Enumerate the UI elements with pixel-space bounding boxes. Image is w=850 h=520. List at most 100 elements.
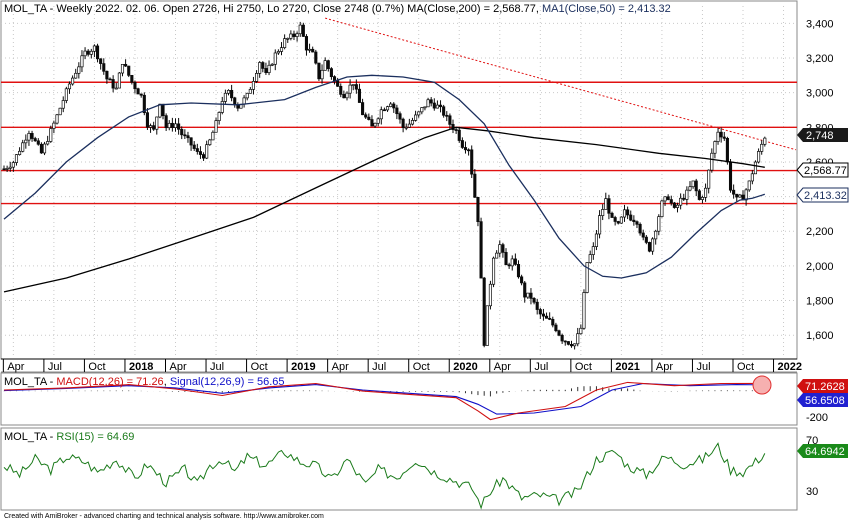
price-bar-body <box>354 84 358 90</box>
price-bar-body <box>385 106 390 111</box>
price-bar-body <box>423 106 427 109</box>
price-bar-body <box>579 327 583 335</box>
price-bar-body <box>348 84 352 94</box>
price-bar-body <box>470 149 474 175</box>
price-bar-body <box>173 123 178 128</box>
grid <box>1 6 797 357</box>
price-bar-body <box>414 114 418 121</box>
ma50-badge-text: 2,413.32 <box>804 190 847 202</box>
price-bar-body <box>744 189 748 201</box>
price-bar-body <box>323 60 327 71</box>
price-bar-body <box>198 151 202 155</box>
price-bar-body <box>588 254 592 263</box>
price-bar-body <box>704 187 708 198</box>
rsi-line <box>3 442 766 510</box>
price-bar-body <box>467 149 471 152</box>
price-bar-body <box>33 138 37 142</box>
price-bar-body <box>99 58 103 64</box>
price-bar-body <box>364 114 368 118</box>
macd-line <box>3 381 765 421</box>
price-bar-body <box>598 215 602 235</box>
horizontal-levels <box>1 17 797 205</box>
y-tick-label: 1,800 <box>806 296 834 308</box>
x-tick-label: Oct <box>88 361 105 373</box>
price-bar-body <box>448 115 452 125</box>
price-bar-body <box>679 197 683 206</box>
price-bar-body <box>601 209 605 216</box>
price-bar-body <box>460 140 464 148</box>
price-bar-body <box>329 68 333 77</box>
price-bar-body <box>301 24 305 37</box>
price-bar-body <box>83 50 87 57</box>
price-bar-body <box>435 104 439 109</box>
price-bar-body <box>585 262 589 293</box>
price-bar-body <box>248 89 252 94</box>
price-bar-body <box>535 301 539 310</box>
price-bar-body <box>86 50 90 55</box>
price-bar-body <box>373 122 377 127</box>
price-header-ma50: MA1(Close,50) = 2,413.32 <box>542 3 671 15</box>
price-bar-body <box>220 101 224 113</box>
price-bar-body <box>554 324 558 332</box>
price-bar-body <box>111 79 115 89</box>
price-bar-body <box>510 258 514 267</box>
price-bar-body <box>607 198 611 214</box>
trend-line <box>325 17 797 151</box>
x-axis-labels: Apr Jul Oct 2018 Apr Jul Oct 2019 Apr Jul Oct 2020 A… <box>2 359 802 373</box>
price-bar-body <box>529 292 533 299</box>
price-bar-body <box>214 120 218 133</box>
signal-badge: 56.6508 <box>797 393 848 407</box>
price-panel-frame <box>0 0 798 360</box>
price-bar-body <box>541 313 545 317</box>
price-bar-body <box>320 69 324 80</box>
price-bar-body <box>242 97 246 105</box>
price-bar-body <box>401 118 405 128</box>
price-bar-body <box>180 128 184 136</box>
price-bar-body <box>513 258 517 265</box>
price-bar-body <box>725 138 729 163</box>
price-bar-body <box>594 233 598 247</box>
price-bar-body <box>336 80 340 87</box>
price-bar-body <box>130 74 134 83</box>
signal-line <box>3 382 765 415</box>
y-tick-label: 2,000 <box>806 261 834 273</box>
price-bar-body <box>473 173 477 198</box>
x-tick-label: 2022 <box>778 361 802 373</box>
price-bar-body <box>289 33 293 39</box>
price-bar-body <box>361 102 365 116</box>
price-bar-body <box>292 33 296 37</box>
price-bar-body <box>295 33 299 37</box>
price-bar-body <box>410 120 415 125</box>
price-bar-body <box>298 24 302 35</box>
price-bar-body <box>8 166 12 169</box>
price-bar-body <box>217 112 221 121</box>
price-bar-body <box>61 100 65 109</box>
price-bar-body <box>27 133 31 141</box>
price-bar-body <box>286 37 290 40</box>
price-bar-body <box>392 103 396 109</box>
price-bar-body <box>760 143 764 152</box>
price-bar-body <box>498 244 502 254</box>
price-bar-body <box>566 341 570 345</box>
price-bar-body <box>339 85 343 95</box>
price-bar-body <box>326 60 330 69</box>
price-bar-body <box>127 65 131 76</box>
price-bar-body <box>641 232 645 238</box>
price-bar-body <box>230 89 234 99</box>
price-bar-body <box>576 333 580 345</box>
moving-averages <box>3 74 765 293</box>
price-bar-body <box>694 180 698 192</box>
price-bar-body <box>89 50 93 55</box>
price-bar-body <box>395 107 399 115</box>
price-bar-body <box>432 102 436 109</box>
x-tick-label: Apr <box>7 361 24 373</box>
price-bar-body <box>619 216 623 224</box>
rsi-header-value: RSI(15) = 64.69 <box>56 431 134 443</box>
price-bar-body <box>267 64 271 73</box>
price-bar-body <box>189 137 193 146</box>
price-bar-body <box>728 161 733 191</box>
price-bar-body <box>105 70 109 80</box>
price-bar-body <box>18 150 22 155</box>
price-bar-body <box>211 131 215 141</box>
macd-header-dash: - <box>47 376 57 388</box>
